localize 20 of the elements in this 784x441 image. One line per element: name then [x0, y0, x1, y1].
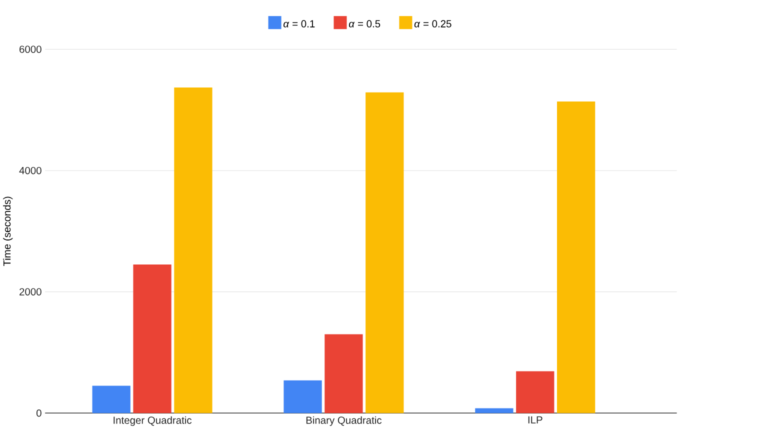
legend-label: α = 0.5 — [348, 20, 380, 28]
x-tick-label: Integer Quadratic — [114, 416, 192, 426]
y-tick-label: 2000 — [20, 288, 42, 296]
y-axis-title: Time (seconds) — [3, 196, 13, 266]
x-tick-label: Binary Quadratic — [306, 416, 382, 426]
bar — [366, 92, 404, 414]
bar — [284, 380, 322, 414]
bar — [133, 264, 172, 414]
bar — [174, 88, 212, 414]
legend-label: α = 0.1 — [284, 20, 315, 28]
bar — [92, 386, 130, 414]
y-tick-label: 4000 — [19, 166, 42, 174]
x-tick-label: ILP — [528, 416, 542, 424]
y-tick-label: 0 — [36, 409, 42, 417]
bar — [557, 101, 596, 414]
bar — [516, 371, 554, 414]
bar — [475, 408, 514, 414]
bar — [324, 334, 363, 414]
y-tick-label: 6000 — [20, 46, 42, 53]
legend-label: α = 0.25 — [414, 20, 452, 28]
